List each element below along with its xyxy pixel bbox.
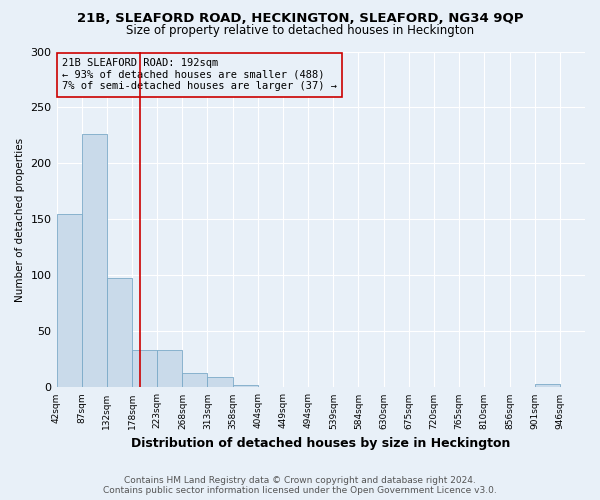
Bar bbox=[132, 350, 157, 388]
Bar bbox=[182, 373, 208, 388]
Text: Contains HM Land Registry data © Crown copyright and database right 2024.
Contai: Contains HM Land Registry data © Crown c… bbox=[103, 476, 497, 495]
Bar bbox=[82, 134, 107, 388]
Bar bbox=[56, 214, 82, 388]
Text: 21B SLEAFORD ROAD: 192sqm
← 93% of detached houses are smaller (488)
7% of semi-: 21B SLEAFORD ROAD: 192sqm ← 93% of detac… bbox=[62, 58, 337, 92]
Text: 21B, SLEAFORD ROAD, HECKINGTON, SLEAFORD, NG34 9QP: 21B, SLEAFORD ROAD, HECKINGTON, SLEAFORD… bbox=[77, 12, 523, 26]
Bar bbox=[233, 385, 258, 388]
Y-axis label: Number of detached properties: Number of detached properties bbox=[15, 138, 25, 302]
Bar bbox=[208, 378, 233, 388]
X-axis label: Distribution of detached houses by size in Heckington: Distribution of detached houses by size … bbox=[131, 437, 511, 450]
Bar bbox=[107, 278, 132, 388]
Bar bbox=[157, 350, 182, 388]
Text: Size of property relative to detached houses in Heckington: Size of property relative to detached ho… bbox=[126, 24, 474, 37]
Bar bbox=[535, 384, 560, 388]
